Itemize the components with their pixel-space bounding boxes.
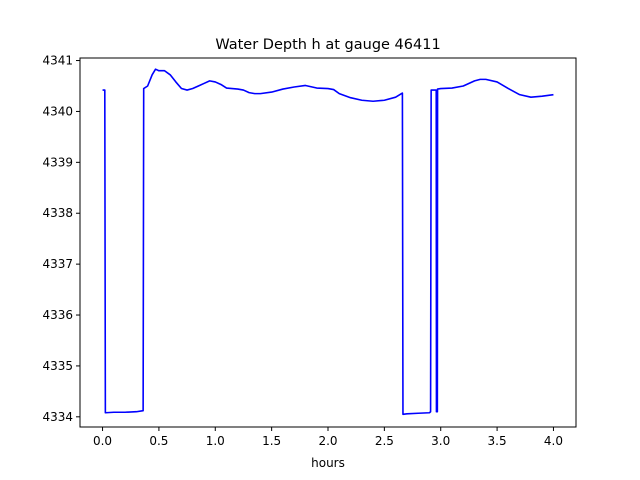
y-tick-label: 4340 bbox=[42, 104, 73, 118]
y-tick-label: 4336 bbox=[42, 308, 73, 322]
plot-area bbox=[80, 58, 576, 427]
x-tick-label: 1.0 bbox=[206, 434, 225, 448]
series-line-0 bbox=[102, 68, 554, 416]
x-tick-label: 1.5 bbox=[262, 434, 281, 448]
y-tick-label: 4339 bbox=[42, 155, 73, 169]
y-tick-label: 4337 bbox=[42, 257, 73, 271]
y-tick-label: 4334 bbox=[42, 410, 73, 424]
y-tick-label: 4338 bbox=[42, 206, 73, 220]
y-tick-label: 4341 bbox=[42, 54, 73, 68]
x-axis-label: hours bbox=[311, 456, 345, 470]
x-tick-label: 4.0 bbox=[544, 434, 563, 448]
x-axis-ticks: 0.0 0.5 1.0 1.5 2.0 2.5 3.0 3.5 4.0 bbox=[93, 427, 563, 448]
y-tick-label: 4335 bbox=[42, 359, 73, 373]
x-tick-label: 2.0 bbox=[318, 434, 337, 448]
chart-title: Water Depth h at gauge 46411 bbox=[215, 37, 440, 53]
x-tick-label: 3.0 bbox=[431, 434, 450, 448]
series-layer bbox=[102, 68, 554, 416]
x-tick-label: 2.5 bbox=[375, 434, 394, 448]
x-tick-label: 3.5 bbox=[488, 434, 507, 448]
y-axis-ticks: 4334 4335 4336 4337 4338 4339 4340 4341 bbox=[42, 54, 80, 424]
x-tick-label: 0.0 bbox=[93, 434, 112, 448]
x-tick-label: 0.5 bbox=[149, 434, 168, 448]
